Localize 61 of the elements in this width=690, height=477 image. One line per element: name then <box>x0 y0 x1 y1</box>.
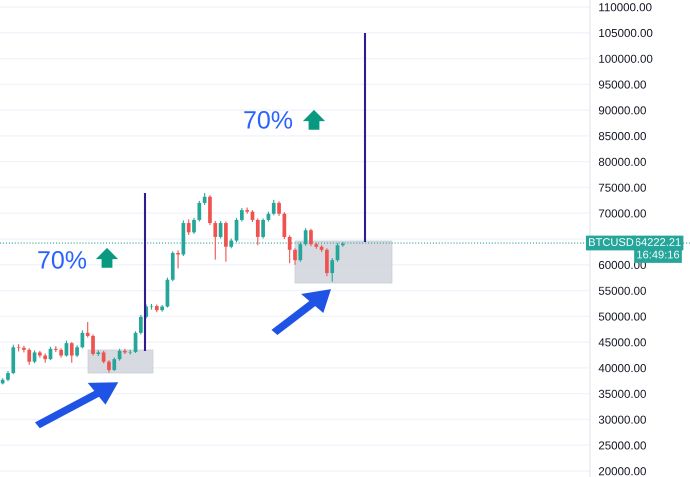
candlestick <box>240 208 244 222</box>
candlestick <box>256 218 260 246</box>
candlestick <box>6 370 10 382</box>
y-tick-label: 20000.00 <box>598 467 646 476</box>
y-tick-label: 25000.00 <box>598 441 646 450</box>
candlestick <box>266 211 270 222</box>
candlestick <box>272 199 276 216</box>
y-tick-label: 40000.00 <box>598 364 646 372</box>
y-tick-label: 75000.00 <box>598 184 646 192</box>
y-tick-label: 30000.00 <box>598 416 646 424</box>
candlestick <box>107 360 111 374</box>
candlestick <box>32 350 36 364</box>
y-tick-label: 35000.00 <box>598 390 646 398</box>
candlestick <box>325 248 329 277</box>
y-tick-label: 95000.00 <box>598 80 646 89</box>
candlestick <box>48 346 52 361</box>
candlestick <box>186 218 191 236</box>
annotation: 70% <box>38 251 86 269</box>
y-tick-label: 80000.00 <box>598 158 646 166</box>
candlestick <box>330 258 334 282</box>
candlestick <box>261 218 265 240</box>
annotation: BTCUSD <box>589 238 634 246</box>
candlestick <box>80 330 84 349</box>
candlestick <box>176 250 180 269</box>
candlestick <box>277 200 281 216</box>
candlestick <box>138 314 143 335</box>
candlestick <box>27 348 32 366</box>
y-tick-label: 90000.00 <box>598 106 646 114</box>
candlestick <box>59 348 63 358</box>
y-tick-label: 100000.00 <box>599 54 652 63</box>
candlestick <box>102 350 106 364</box>
y-tick-label: 70000.00 <box>598 209 646 218</box>
ref-line-label: 64222.21 <box>635 238 681 246</box>
candlestick <box>197 200 202 222</box>
y-tick-label: 50000.00 <box>598 312 646 321</box>
y-tick-label: 110000.00 <box>599 3 652 12</box>
candlestick <box>192 217 196 234</box>
candlestick <box>224 220 228 262</box>
annotation: 70% <box>244 111 292 129</box>
candlestick <box>309 228 313 247</box>
candlestick <box>75 344 79 358</box>
candlestick <box>91 334 95 356</box>
y-tick-label: 55000.00 <box>598 286 646 295</box>
y-tick-label: 85000.00 <box>598 132 646 140</box>
candlestick <box>218 220 222 240</box>
candlestick <box>282 212 286 240</box>
candlestick <box>112 357 116 372</box>
candlestick <box>288 234 292 264</box>
candlestick <box>86 321 90 338</box>
candlestick <box>202 192 206 206</box>
candlestick <box>64 340 68 358</box>
candlestick <box>293 248 297 266</box>
y-tick-label: 45000.00 <box>598 338 646 346</box>
candlestick <box>213 220 218 260</box>
candlestick <box>250 210 254 223</box>
candlestick <box>70 342 74 364</box>
text: 16:49:16 <box>637 250 680 259</box>
y-tick-label: 105000.00 <box>599 28 652 38</box>
candlestick <box>134 330 138 354</box>
candlestick <box>118 348 122 362</box>
candlestick <box>43 352 48 364</box>
